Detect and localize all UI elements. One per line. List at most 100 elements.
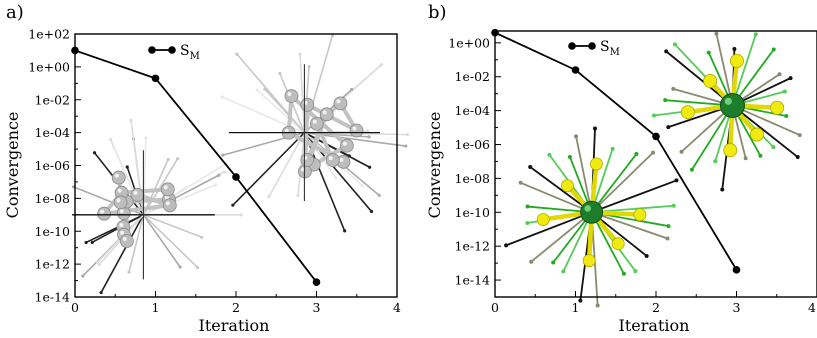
atom-highlight (287, 92, 292, 97)
central-atom-highlight (584, 205, 592, 212)
moment-arrow-head (547, 152, 552, 157)
moment-arrow-head (674, 178, 679, 183)
atom-highlight (114, 173, 119, 178)
moment-arrow-head (567, 154, 572, 159)
moment-arrow-head (296, 193, 300, 198)
moment-arrow-head (771, 145, 776, 150)
moment-arrow (575, 136, 593, 213)
moment-arrow-head (679, 149, 684, 154)
legend-marker (148, 46, 156, 54)
ligand-atom (582, 254, 596, 268)
moment-arrow (590, 211, 625, 275)
y-tick-label: 1e-06 (455, 137, 491, 152)
plot-frame (494, 30, 817, 298)
ligand-atom (560, 179, 574, 193)
moment-arrow-head (213, 183, 217, 187)
moment-arrow-head (235, 52, 239, 56)
moment-arrow-head (795, 155, 800, 160)
atom (284, 89, 299, 103)
y-tick-label: 1e+00 (448, 35, 490, 50)
x-tick-label: 0 (491, 300, 499, 315)
atom-highlight (336, 99, 341, 104)
moment-arrow (530, 211, 593, 263)
y-tick-label: 1e-08 (455, 171, 491, 186)
moment-arrow-head (758, 153, 763, 158)
moment-arrow-head (528, 164, 533, 169)
moment-arrow (691, 105, 734, 171)
atom-highlight (116, 198, 121, 203)
moment-arrow-head (298, 52, 302, 56)
data-point (232, 173, 240, 181)
central-atom-highlight (724, 97, 732, 105)
moment-arrow-head (360, 184, 364, 188)
moment-arrow-head (529, 259, 534, 264)
y-tick-label: 1e-14 (35, 290, 71, 305)
ligand-atom (611, 237, 625, 251)
y-tick-label: 1e+00 (28, 59, 70, 74)
moment-arrow-head (267, 194, 271, 199)
atom (349, 123, 364, 138)
y-tick-label: 1e-10 (455, 205, 491, 220)
central-atom (719, 93, 745, 119)
atom (300, 97, 315, 112)
moment-arrow-head (671, 86, 676, 91)
x-tick-label: 3 (733, 300, 741, 315)
atom (97, 206, 111, 221)
y-tick-label: 1e-06 (35, 158, 71, 173)
atom-highlight (165, 201, 170, 206)
atom-highlight (164, 195, 169, 200)
x-tick-label: 3 (313, 300, 321, 315)
moment-arrow-head (714, 31, 719, 36)
atom-highlight (342, 141, 347, 146)
moment-arrow-head (706, 50, 711, 55)
data-point (312, 278, 321, 286)
moment-arrow (256, 89, 305, 134)
y-tick-label: 1e-02 (35, 92, 70, 107)
moment-arrow-head (720, 187, 725, 192)
moment-arrow (142, 214, 199, 269)
moment-arrow-head (651, 150, 656, 155)
moment-arrow (299, 54, 306, 133)
moment-arrow-head (379, 63, 384, 67)
legend-marker (568, 42, 576, 50)
x-tick-label: 4 (393, 300, 401, 315)
moment-arrow-head (593, 126, 598, 131)
moment-arrow-head (81, 274, 85, 278)
y-tick-label: 1e-14 (455, 273, 491, 288)
atom (130, 187, 145, 202)
moment-arrow (505, 211, 592, 247)
moment-arrow-head (178, 265, 182, 269)
atom (119, 234, 134, 248)
ligand-atom (536, 213, 550, 226)
moment-arrow-head (166, 157, 170, 161)
moment-arrow (268, 132, 306, 197)
moment-arrow-head (525, 220, 530, 225)
y-tick-label: 1e-08 (35, 191, 71, 206)
x-tick-label: 4 (808, 300, 816, 315)
moment-arrow (591, 211, 648, 257)
atom (319, 107, 334, 122)
moment-arrow (236, 53, 306, 134)
moment-arrow-head (222, 170, 226, 174)
moment-arrow-head (377, 193, 381, 197)
moment-arrow-head (561, 269, 566, 274)
moment-arrow (303, 132, 346, 232)
y-tick-label: 1e-04 (455, 103, 491, 118)
y-axis-title: Convergence (425, 112, 444, 219)
ligand-atom (589, 157, 603, 171)
atom-highlight (119, 222, 124, 227)
moment-arrow-head (350, 87, 354, 92)
atom-highlight (284, 128, 289, 133)
moment-arrow-head (666, 224, 671, 229)
atom-highlight (339, 157, 344, 162)
data-point (571, 66, 580, 74)
moment-arrow-head (784, 113, 789, 118)
bond (103, 203, 171, 216)
moment-arrow (142, 158, 179, 216)
atom-highlight (322, 110, 327, 115)
moment-arrow-head (112, 146, 116, 150)
moment-arrow-head (108, 137, 113, 142)
atom-highlight (122, 236, 127, 241)
moment-arrow-head (369, 209, 374, 214)
